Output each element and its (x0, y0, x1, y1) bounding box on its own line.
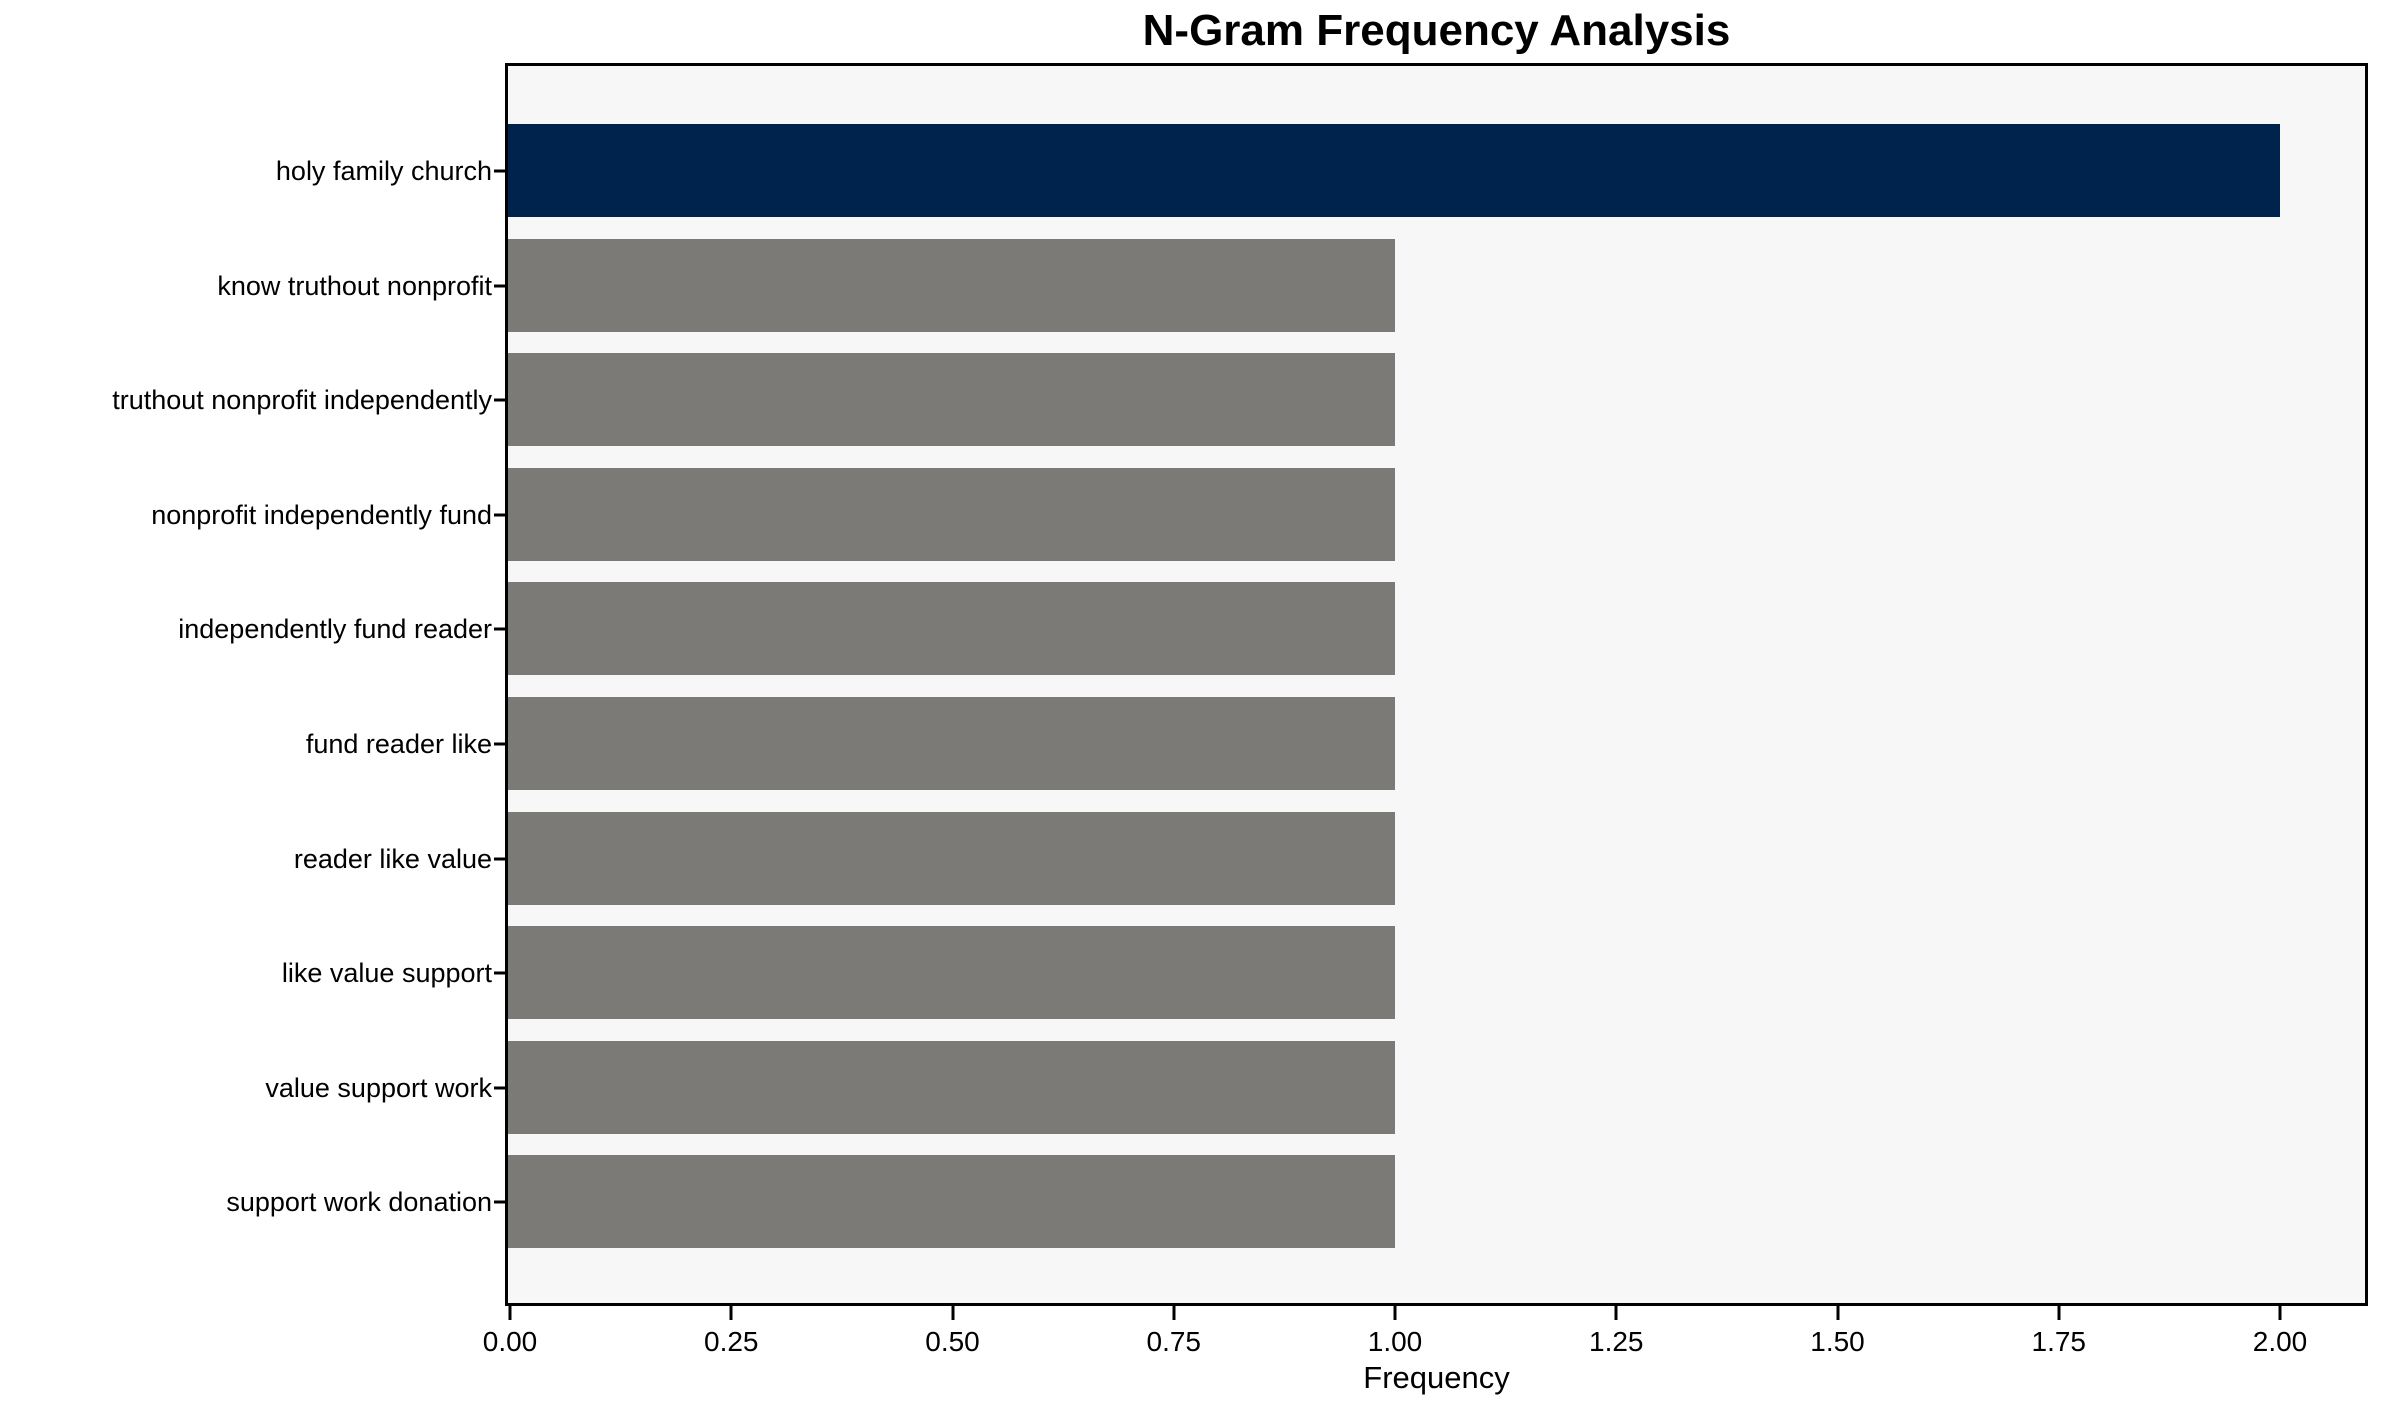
x-tick-label: 0.25 (704, 1326, 759, 1357)
bar (508, 926, 1395, 1020)
y-tick-label: fund reader like (305, 729, 492, 759)
y-tick-mark (494, 627, 508, 631)
x-tick-mark (729, 1306, 733, 1320)
y-tick-label: truthout nonprofit independently (112, 385, 492, 416)
y-tick-mark (494, 284, 508, 288)
bar (508, 124, 2280, 217)
y-tick-mark (494, 971, 508, 975)
x-tick-label: 0.50 (925, 1326, 980, 1357)
x-tick-label: 1.50 (1810, 1326, 1865, 1357)
bar (508, 697, 1395, 790)
chart-title: N-Gram Frequency Analysis (1142, 6, 1731, 55)
y-tick-label: know truthout nonprofit (217, 270, 492, 301)
x-tick-label: 1.25 (1589, 1326, 1644, 1357)
x-tick-mark (1836, 1306, 1839, 1320)
x-tick-label: 0.00 (482, 1326, 538, 1357)
x-tick-mark (1393, 1306, 1397, 1320)
y-tick-label: holy family church (275, 156, 492, 186)
bar (508, 811, 1395, 905)
y-tick-label: like value support (281, 958, 492, 989)
x-axis-label: Frequency (1363, 1360, 1510, 1395)
x-tick-mark (2057, 1306, 2061, 1320)
x-tick-mark (2278, 1306, 2282, 1320)
y-tick-label: value support work (265, 1072, 492, 1103)
bar (508, 582, 1395, 676)
x-tick-label: 1.00 (1367, 1326, 1423, 1357)
y-tick-label: reader like value (293, 843, 492, 874)
y-tick-label: nonprofit independently fund (151, 499, 492, 530)
y-tick-mark (494, 398, 508, 402)
y-tick-mark (494, 513, 508, 517)
bar (508, 1155, 1395, 1249)
y-tick-mark (494, 742, 508, 746)
bar (508, 1040, 1395, 1134)
bar (508, 238, 1395, 332)
y-tick-mark (494, 857, 508, 861)
x-tick-label: 2.00 (2252, 1326, 2308, 1357)
x-tick-label: 0.75 (1146, 1326, 1202, 1357)
y-tick-label: support work donation (226, 1187, 492, 1218)
y-tick-mark (494, 169, 508, 173)
plot-area (505, 63, 2368, 1306)
bar (508, 353, 1395, 447)
x-tick-label: 1.75 (2031, 1326, 2087, 1357)
x-tick-mark (1614, 1306, 1618, 1320)
x-tick-mark (508, 1306, 512, 1320)
y-tick-mark (494, 1086, 508, 1090)
x-tick-mark (1172, 1306, 1176, 1320)
bar (508, 467, 1395, 561)
y-tick-label: independently fund reader (178, 614, 492, 645)
x-tick-mark (951, 1306, 954, 1320)
y-tick-mark (494, 1200, 508, 1204)
